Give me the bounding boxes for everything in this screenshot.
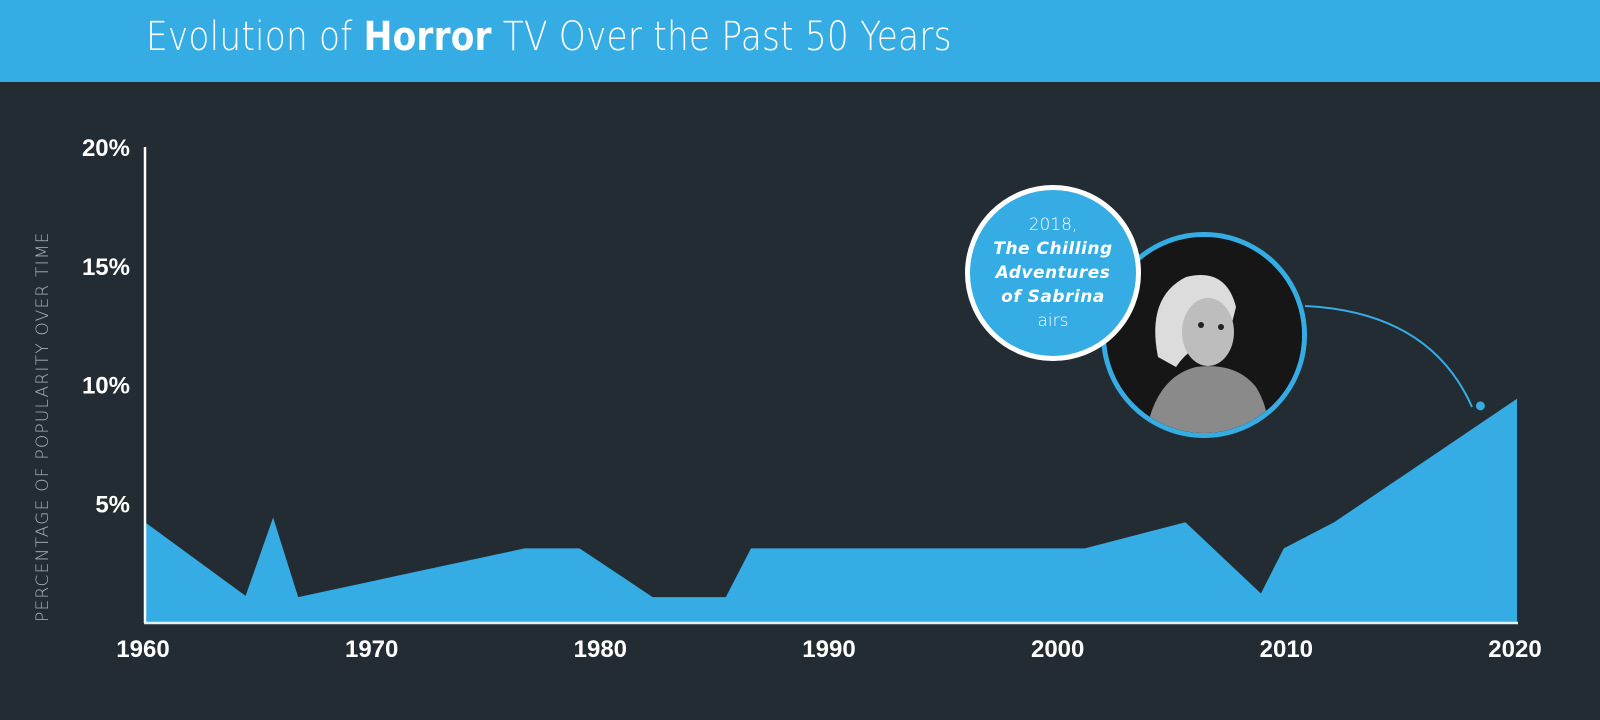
y-tick-label: 10% <box>82 373 130 400</box>
annotation-connector <box>1304 305 1473 408</box>
x-tick-label: 1960 <box>116 636 169 663</box>
x-tick-label: 1970 <box>345 636 398 663</box>
annotation-suffix: airs <box>1037 311 1069 331</box>
x-tick-label: 2010 <box>1260 636 1313 663</box>
annotation-year: 2018, <box>1028 215 1078 235</box>
chart-title: Evolution of Horror TV Over the Past 50 … <box>146 14 952 60</box>
title-bar: Evolution of Horror TV Over the Past 50 … <box>0 0 1600 82</box>
y-tick-label: 20% <box>82 135 130 162</box>
annotation-show-line3: of Sabrina <box>1001 287 1105 307</box>
x-tick-label: 1980 <box>574 636 627 663</box>
y-tick-label: 15% <box>82 254 130 281</box>
annotation-bubble: 2018, The Chilling Adventures of Sabrina… <box>965 185 1141 361</box>
annotation-show-line1: The Chilling <box>993 239 1113 259</box>
x-tick-label: 2020 <box>1488 636 1541 663</box>
annotation-dot <box>1475 401 1485 411</box>
sabrina-photo <box>1101 232 1307 438</box>
x-tick-label: 2000 <box>1031 636 1084 663</box>
title-prefix: Evolution of <box>146 14 364 60</box>
y-tick-label: 5% <box>95 491 130 518</box>
x-tick-label: 1990 <box>802 636 855 663</box>
area-series <box>145 398 1517 622</box>
title-suffix: TV Over the Past 50 Years <box>491 14 952 60</box>
annotation-show-line2: Adventures <box>995 263 1111 283</box>
title-bold: Horror <box>363 14 492 60</box>
portrait-icon <box>1106 237 1302 433</box>
